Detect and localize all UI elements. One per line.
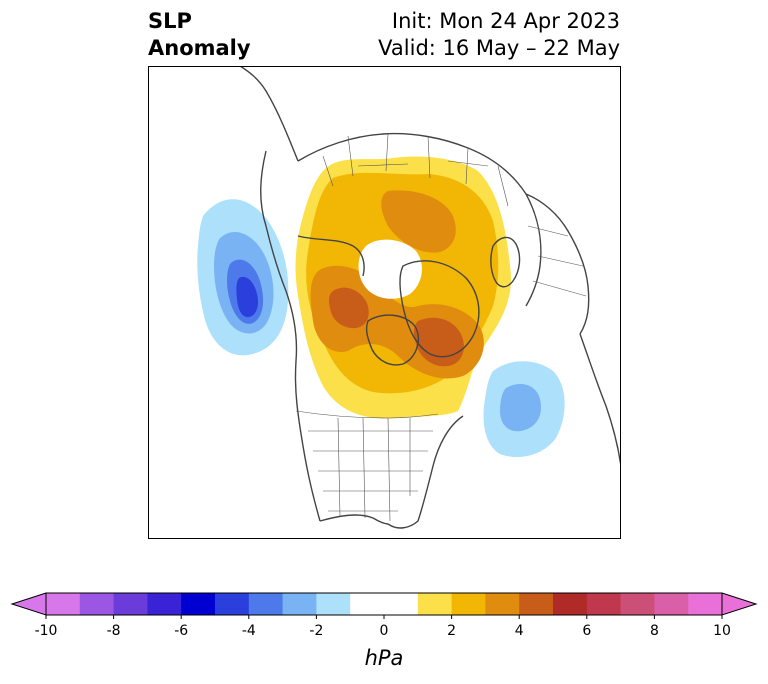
slp-anomaly-map xyxy=(148,66,621,539)
colorbar-segment xyxy=(688,593,723,615)
north-america-east-coast xyxy=(387,415,464,529)
coastlines xyxy=(239,66,621,529)
colorbar-extend-min xyxy=(10,592,47,616)
colorbar-segment xyxy=(654,593,689,615)
anomaly-zero-hole xyxy=(358,239,422,299)
colorbar-segment xyxy=(485,593,520,615)
colorbar-segment xyxy=(215,593,250,615)
colorbar-units: hPa xyxy=(364,646,404,670)
hudson-bay xyxy=(365,314,420,366)
colorbar-tick-label: -8 xyxy=(107,623,121,639)
colorbar-segment xyxy=(586,593,622,615)
political-borders xyxy=(295,133,587,522)
forecast-dates: Init: Mon 24 Apr 2023 Valid: 16 May – 22… xyxy=(378,8,620,62)
eurasia-internal-borders xyxy=(322,133,587,297)
colorbar-segment xyxy=(113,593,148,615)
colorbar-segments xyxy=(46,593,723,615)
colorbar-segment xyxy=(519,593,554,615)
colorbar-tick-label: 2 xyxy=(447,623,456,639)
map-title: SLP Anomaly xyxy=(148,8,251,62)
colorbar-segment xyxy=(282,593,317,615)
anomaly-contour-4hpa-east xyxy=(413,317,464,367)
north-america-west-coast xyxy=(260,150,321,522)
init-date: Init: Mon 24 Apr 2023 xyxy=(391,9,620,33)
greenland xyxy=(399,260,480,358)
colorbar-segment xyxy=(417,593,453,615)
colorbar-tick-label: 8 xyxy=(650,623,659,639)
colorbar-tick-label: -6 xyxy=(174,623,188,639)
colorbar-tick-label: -4 xyxy=(242,623,256,639)
europe-coast xyxy=(525,193,590,335)
colorbar-extend-max xyxy=(721,592,758,616)
africa-coast xyxy=(579,333,621,467)
colorbar-segment xyxy=(46,593,81,615)
colorbar-segment xyxy=(248,593,284,615)
valid-dates: Valid: 16 May – 22 May xyxy=(378,36,620,60)
colorbar-segment xyxy=(620,593,655,615)
neg-contour-2hpa-east xyxy=(500,383,542,432)
scandinavia xyxy=(490,236,521,288)
negative-anomaly-east xyxy=(483,361,565,458)
us-canada-border xyxy=(295,410,439,419)
colorbar-segment xyxy=(350,593,419,615)
anomaly-contour-4hpa xyxy=(329,287,369,329)
colorbar-segment xyxy=(451,593,486,615)
colorbar-tick-label: 6 xyxy=(582,623,591,639)
us-state-lines xyxy=(308,417,433,522)
colorbar-segment xyxy=(553,593,588,615)
colorbar-ticks: -10 -8 -6 -4 -2 0 2 4 6 8 10 xyxy=(35,615,731,639)
title-line-1: SLP xyxy=(148,9,192,33)
gulf-of-mexico xyxy=(319,514,389,525)
eurasia-coast xyxy=(297,132,542,307)
colorbar-segment xyxy=(147,593,182,615)
colorbar-tick-label: 4 xyxy=(515,623,524,639)
colorbar: -10 -8 -6 -4 -2 0 2 4 6 8 10 xyxy=(10,592,758,639)
anomaly-contour-3hpa xyxy=(381,190,456,253)
map-frame xyxy=(148,66,621,539)
colorbar-segment xyxy=(316,593,351,615)
asia-pacific-coast xyxy=(239,66,299,162)
title-line-2: Anomaly xyxy=(148,36,251,60)
colorbar-tick-label: 10 xyxy=(713,623,731,639)
colorbar-tick-label: -10 xyxy=(35,623,58,639)
colorbar-segment xyxy=(79,593,115,615)
colorbar-tick-label: -2 xyxy=(309,623,323,639)
arctic-coast-canada xyxy=(297,235,365,277)
neg-contour-4hpa-west xyxy=(236,276,259,318)
negative-anomaly-west xyxy=(197,199,289,356)
colorbar-segment xyxy=(181,593,216,615)
colorbar-tick-label: 0 xyxy=(380,623,389,639)
